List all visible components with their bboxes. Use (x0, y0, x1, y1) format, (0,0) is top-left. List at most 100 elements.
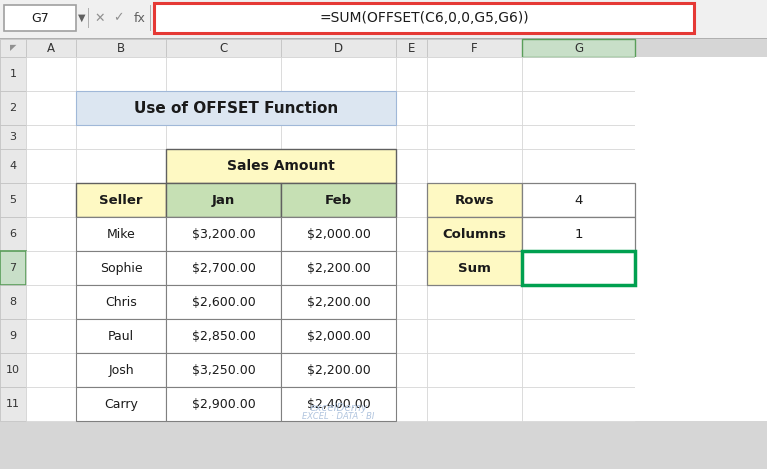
Text: A: A (47, 41, 55, 54)
Bar (281, 91, 396, 125)
Bar (427, 149, 522, 183)
Text: 3: 3 (9, 132, 17, 142)
Bar (281, 217, 396, 251)
Bar (0, 38, 767, 39)
Bar (281, 387, 396, 421)
Bar (76, 285, 166, 319)
Bar (76, 285, 166, 319)
Bar (76, 91, 396, 125)
Bar (166, 39, 281, 57)
Bar (427, 183, 522, 217)
Text: C: C (219, 41, 228, 54)
Bar (281, 149, 396, 183)
Text: $2,400.00: $2,400.00 (307, 398, 370, 410)
Bar (522, 251, 635, 285)
Bar (427, 57, 522, 91)
Bar (281, 183, 396, 217)
Bar (0, 319, 26, 353)
Text: 7: 7 (9, 263, 17, 273)
Bar (281, 319, 396, 353)
Text: Seller: Seller (99, 194, 143, 206)
Bar (522, 217, 635, 251)
Text: $2,700.00: $2,700.00 (192, 262, 255, 274)
Text: $3,200.00: $3,200.00 (192, 227, 255, 241)
Text: 4: 4 (9, 161, 17, 171)
Bar (522, 285, 635, 319)
Text: $2,200.00: $2,200.00 (307, 262, 370, 274)
Bar (76, 149, 166, 183)
Text: $2,000.00: $2,000.00 (307, 330, 370, 342)
Text: Feb: Feb (325, 194, 352, 206)
Bar (166, 285, 281, 319)
Bar (522, 319, 635, 353)
Text: $2,200.00: $2,200.00 (307, 295, 370, 309)
Bar (166, 319, 281, 353)
Bar (522, 183, 635, 217)
Bar (0, 91, 26, 125)
Bar (396, 353, 427, 387)
Text: F: F (471, 41, 478, 54)
Text: 6: 6 (9, 229, 17, 239)
Bar (281, 353, 396, 387)
Bar (26, 125, 76, 149)
Bar (427, 39, 522, 57)
Bar (396, 251, 427, 285)
Bar (166, 353, 281, 387)
Bar (522, 353, 635, 387)
Bar (26, 319, 76, 353)
Bar (26, 183, 76, 217)
Bar (396, 149, 427, 183)
Bar (427, 251, 522, 285)
Text: Paul: Paul (108, 330, 134, 342)
Bar (166, 183, 281, 217)
Bar (427, 217, 522, 251)
Bar (0, 0, 767, 38)
Bar (281, 285, 396, 319)
Text: 1: 1 (574, 227, 583, 241)
Bar (427, 285, 522, 319)
Text: 1: 1 (9, 69, 17, 79)
Text: Columns: Columns (443, 227, 506, 241)
Bar (522, 91, 635, 125)
Bar (76, 319, 166, 353)
Bar (154, 3, 694, 33)
Bar (0, 285, 26, 319)
Text: Sophie: Sophie (100, 262, 143, 274)
Bar (166, 387, 281, 421)
Bar (0, 353, 26, 387)
Bar (26, 91, 76, 125)
Bar (281, 285, 396, 319)
Bar (522, 125, 635, 149)
Text: EXCEL · DATA · BI: EXCEL · DATA · BI (302, 411, 375, 421)
Bar (522, 57, 635, 91)
Text: Mike: Mike (107, 227, 135, 241)
Bar (0, 149, 26, 183)
Text: $11,350.00: $11,350.00 (541, 262, 617, 274)
Bar (522, 39, 635, 57)
Text: ✓: ✓ (113, 12, 123, 24)
Bar (166, 91, 281, 125)
Bar (76, 387, 166, 421)
Bar (76, 125, 166, 149)
Bar (0, 57, 26, 91)
Text: D: D (334, 41, 343, 54)
Bar (0, 39, 26, 57)
Bar (281, 217, 396, 251)
Bar (281, 57, 396, 91)
Text: 9: 9 (9, 331, 17, 341)
Bar (166, 353, 281, 387)
Bar (522, 217, 635, 251)
Text: E: E (408, 41, 415, 54)
Bar (76, 251, 166, 285)
Bar (76, 217, 166, 251)
Bar (522, 387, 635, 421)
Bar (427, 91, 522, 125)
Bar (427, 251, 522, 285)
Bar (396, 183, 427, 217)
Bar (4, 5, 76, 31)
Text: Jan: Jan (212, 194, 235, 206)
Bar (26, 217, 76, 251)
Bar (396, 125, 427, 149)
Bar (0, 251, 26, 285)
Bar (76, 183, 166, 217)
